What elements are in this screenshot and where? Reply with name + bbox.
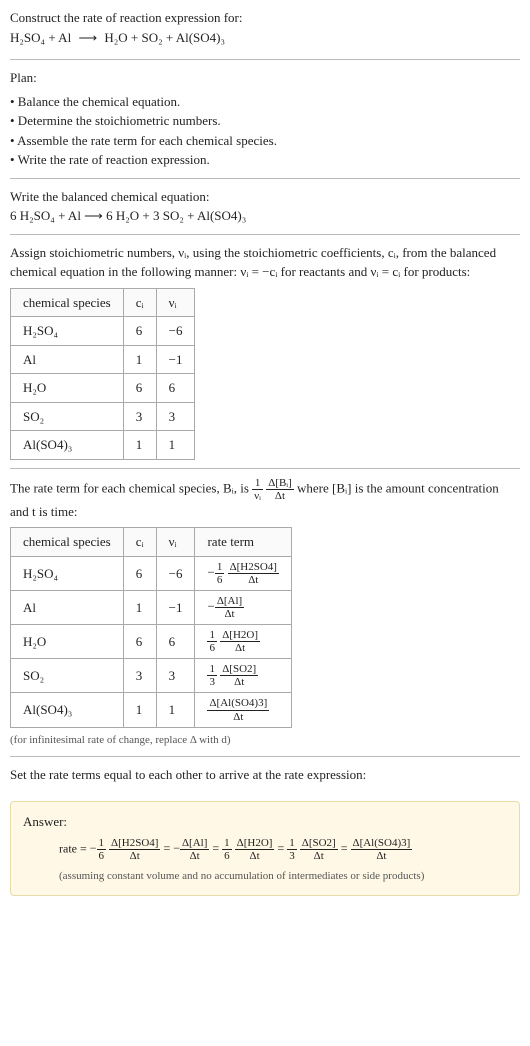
eq-rhs: H₂O + SO₂ + Al(SO4)₃	[104, 30, 225, 45]
delta-frac: Δ[Al]Δt	[215, 595, 244, 620]
delta-frac: Δ[H2SO4]Δt	[228, 561, 279, 586]
delta-frac: Δ[Al(SO4)3]Δt	[351, 837, 413, 862]
eq-arrow: ⟶	[78, 28, 97, 48]
rate-table-note: (for infinitesimal rate of change, repla…	[10, 732, 520, 749]
delta-frac: Δ[Al(SO4)3]Δt	[207, 697, 269, 722]
rate-term-cell: 16 Δ[H2O]Δt	[195, 625, 292, 659]
delta-frac: Δ[SO2]Δt	[220, 663, 258, 688]
table-row: SO₂3313 Δ[SO2]Δt	[11, 659, 292, 693]
table-row: Al1−1	[11, 345, 195, 374]
table-row: Al(SO4)₃11Δ[Al(SO4)3]Δt	[11, 693, 292, 727]
balanced-heading: Write the balanced chemical equation:	[10, 187, 520, 207]
table-row: H₂SO₄6−6−16 Δ[H2SO4]Δt	[11, 556, 292, 590]
rate-table: chemical species cᵢ νᵢ rate term H₂SO₄6−…	[10, 527, 292, 727]
plan-list: • Balance the chemical equation. • Deter…	[10, 92, 520, 170]
balanced-block: Write the balanced chemical equation: 6 …	[0, 179, 530, 234]
plan-block: Plan: • Balance the chemical equation. •…	[0, 60, 530, 178]
delta-frac: Δ[SO2]Δt	[300, 837, 338, 862]
coeff-frac: 16	[222, 837, 232, 862]
table-row: H₂O6616 Δ[H2O]Δt	[11, 625, 292, 659]
coeff-frac: 13	[207, 663, 217, 688]
intro-before: The rate term for each chemical species,…	[10, 480, 252, 495]
eq-lhs: H₂SO₄ + Al	[10, 30, 71, 45]
question-prompt: Construct the rate of reaction expressio…	[10, 8, 520, 28]
plan-item: • Write the rate of reaction expression.	[10, 150, 520, 170]
answer-equation: rate = −16 Δ[H2SO4]Δt = −Δ[Al]Δt = 16 Δ[…	[59, 837, 507, 862]
table-row: H₂O66	[11, 374, 195, 403]
answer-label: Answer:	[23, 812, 507, 832]
table-row: H₂SO₄6−6	[11, 317, 195, 346]
col-header: chemical species	[11, 528, 124, 557]
question-equation: H₂SO₄ + Al ⟶ H₂O + SO₂ + Al(SO4)₃	[10, 28, 520, 48]
rate-term-cell: Δ[Al(SO4)3]Δt	[195, 693, 292, 727]
answer-term: = Δ[Al(SO4)3]Δt	[341, 841, 413, 855]
rate-prefix: rate =	[59, 841, 90, 855]
table-header-row: chemical species cᵢ νᵢ rate term	[11, 528, 292, 557]
answer-term: = 16 Δ[H2O]Δt	[212, 841, 274, 855]
plan-heading: Plan:	[10, 68, 520, 88]
answer-term: = 13 Δ[SO2]Δt	[277, 841, 337, 855]
plan-item: • Balance the chemical equation.	[10, 92, 520, 112]
answer-box: Answer: rate = −16 Δ[H2SO4]Δt = −Δ[Al]Δt…	[10, 801, 520, 896]
delta-frac: Δ[Bᵢ] Δt	[266, 477, 294, 502]
rate-term-cell: 13 Δ[SO2]Δt	[195, 659, 292, 693]
col-header: rate term	[195, 528, 292, 557]
delta-frac: Δ[H2O]Δt	[235, 837, 275, 862]
col-header: chemical species	[11, 288, 124, 317]
assign-block: Assign stoichiometric numbers, νᵢ, using…	[0, 235, 530, 468]
coeff-frac: 16	[207, 629, 217, 654]
question-block: Construct the rate of reaction expressio…	[0, 0, 530, 59]
coeff-frac: 1 νᵢ	[252, 477, 263, 502]
coeff-frac: 13	[287, 837, 297, 862]
stoich-table: chemical species cᵢ νᵢ H₂SO₄6−6 Al1−1 H₂…	[10, 288, 195, 460]
table-row: Al(SO4)₃11	[11, 431, 195, 460]
rateterm-intro-block: The rate term for each chemical species,…	[0, 469, 530, 757]
delta-frac: Δ[H2SO4]Δt	[109, 837, 160, 862]
balanced-equation: 6 H₂SO₄ + Al ⟶ 6 H₂O + 3 SO₂ + Al(SO4)₃	[10, 206, 520, 226]
col-header: νᵢ	[156, 528, 195, 557]
plan-item: • Determine the stoichiometric numbers.	[10, 111, 520, 131]
assign-text: Assign stoichiometric numbers, νᵢ, using…	[10, 243, 520, 282]
rate-term-cell: −Δ[Al]Δt	[195, 590, 292, 624]
delta-frac: Δ[H2O]Δt	[220, 629, 260, 654]
answer-term: −16 Δ[H2SO4]Δt	[90, 841, 161, 855]
table-header-row: chemical species cᵢ νᵢ	[11, 288, 195, 317]
table-row: SO₂33	[11, 402, 195, 431]
coeff-frac: 16	[215, 561, 225, 586]
col-header: cᵢ	[123, 288, 156, 317]
col-header: cᵢ	[123, 528, 156, 557]
col-header: νᵢ	[156, 288, 195, 317]
coeff-frac: 16	[97, 837, 107, 862]
answer-term: = −Δ[Al]Δt	[163, 841, 209, 855]
set-equal-text: Set the rate terms equal to each other t…	[0, 757, 530, 793]
answer-note: (assuming constant volume and no accumul…	[59, 868, 507, 885]
table-row: Al1−1−Δ[Al]Δt	[11, 590, 292, 624]
rate-term-cell: −16 Δ[H2SO4]Δt	[195, 556, 292, 590]
plan-item: • Assemble the rate term for each chemic…	[10, 131, 520, 151]
delta-frac: Δ[Al]Δt	[180, 837, 209, 862]
